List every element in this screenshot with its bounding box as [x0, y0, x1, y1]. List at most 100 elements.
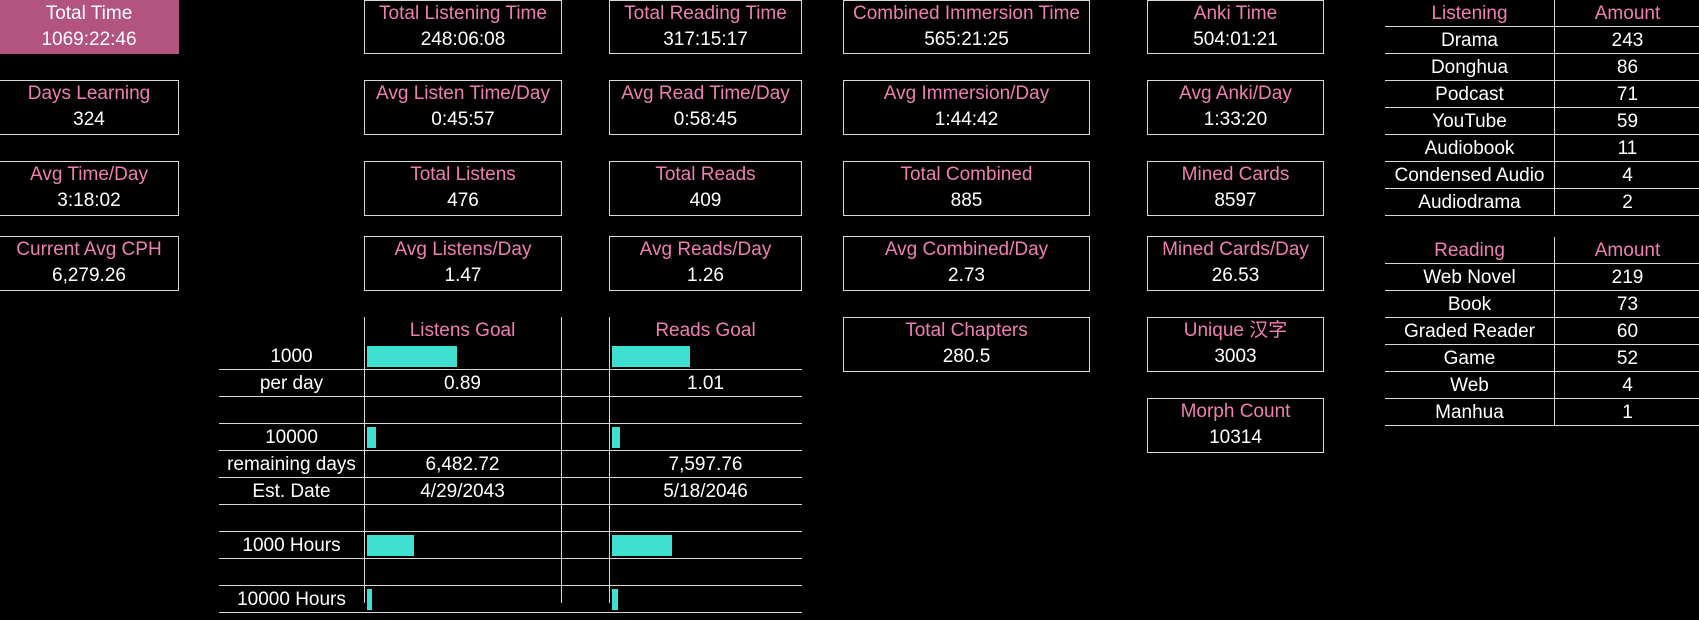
- stat-label: Morph Count: [1180, 401, 1291, 422]
- stat-label: Avg Immersion/Day: [883, 83, 1050, 104]
- table-row: Game 52: [1385, 345, 1699, 372]
- combined-immersion-time-card: Combined Immersion Time 565:21:25: [843, 0, 1090, 54]
- amount-cell: 73: [1616, 294, 1639, 315]
- stat-value: 1.47: [444, 265, 482, 286]
- table-row: Drama 243: [1385, 27, 1699, 54]
- stat-value: 324: [73, 109, 105, 130]
- column-header: Reading: [1385, 237, 1555, 264]
- avg-anki-day-card: Avg Anki/Day 1:33:20: [1147, 80, 1324, 135]
- reads-goal-value: 1.01: [687, 373, 724, 394]
- goal-row: [219, 506, 802, 532]
- avg-reads-day-card: Avg Reads/Day 1.26: [609, 236, 802, 291]
- stat-value: 280.5: [942, 346, 991, 367]
- listens-goal-value: 0.89: [444, 373, 481, 394]
- stat-label: Total Reads: [655, 164, 756, 185]
- amount-cell: 4: [1622, 165, 1633, 186]
- stat-value: 409: [689, 190, 722, 211]
- goal-row-label: per day: [259, 373, 324, 394]
- stat-label: Total Chapters: [905, 320, 1028, 341]
- avg-immersion-day-card: Avg Immersion/Day 1:44:42: [843, 80, 1090, 135]
- goals-divider: [561, 317, 562, 603]
- goal-row-label: Est. Date: [252, 481, 331, 502]
- stat-value: 2.73: [948, 265, 985, 286]
- table-row: YouTube 59: [1385, 108, 1699, 135]
- stat-value: 885: [950, 190, 983, 211]
- amount-cell: 52: [1616, 348, 1639, 369]
- goal-row-label: 10000 Hours: [237, 589, 346, 610]
- current-avg-cph-card: Current Avg CPH 6,279.26: [0, 236, 179, 291]
- goal-row: 1000: [219, 344, 802, 370]
- anki-time-card: Anki Time 504:01:21: [1147, 0, 1324, 54]
- goal-row: 10000 Hours: [219, 587, 802, 613]
- table-row: Graded Reader 60: [1385, 318, 1699, 345]
- stat-label: Anki Time: [1193, 3, 1278, 24]
- reads-progress-bar: [612, 346, 690, 367]
- table-row: Book 73: [1385, 291, 1699, 318]
- goal-row-label: 1000 Hours: [242, 535, 341, 556]
- amount-cell: 243: [1611, 30, 1644, 51]
- stat-value: 1:44:42: [934, 109, 999, 130]
- stat-label: Total Combined: [900, 164, 1033, 185]
- stat-value: 317:15:17: [663, 29, 748, 50]
- total-combined-card: Total Combined 885: [843, 161, 1090, 216]
- category-cell: Donghua: [1385, 54, 1555, 81]
- category-cell: Podcast: [1385, 81, 1555, 108]
- table-row: Web Novel 219: [1385, 264, 1699, 291]
- reads-progress-bar: [612, 535, 672, 556]
- category-cell: Web: [1385, 372, 1555, 399]
- table-row: Donghua 86: [1385, 54, 1699, 81]
- goal-row: remaining days 6,482.72 7,597.76: [219, 452, 802, 478]
- stat-value: 504:01:21: [1193, 29, 1278, 50]
- stat-value: 1069:22:46: [41, 29, 137, 50]
- stat-label: Mined Cards/Day: [1162, 239, 1309, 260]
- mined-cards-card: Mined Cards 8597: [1147, 161, 1324, 216]
- avg-listen-time-day-card: Avg Listen Time/Day 0:45:57: [364, 80, 562, 135]
- listens-goal-value: 4/29/2043: [420, 481, 505, 502]
- stat-label: Total Listens: [410, 164, 516, 185]
- amount-cell: 59: [1616, 111, 1639, 132]
- goals-divider: [364, 317, 365, 603]
- stat-label: Unique 汉字: [1183, 320, 1288, 341]
- stat-label: Total Reading Time: [624, 3, 787, 24]
- reads-goal-header: Reads Goal: [655, 320, 756, 341]
- goal-row-label: 1000: [270, 346, 313, 367]
- amount-cell: 60: [1616, 321, 1639, 342]
- stat-value: 476: [447, 190, 479, 211]
- stat-label: Total Time: [45, 3, 133, 24]
- stat-value: 6,279.26: [52, 265, 126, 286]
- goal-row-label: [219, 398, 364, 424]
- stat-value: 565:21:25: [924, 29, 1009, 50]
- category-cell: Audiodrama: [1385, 189, 1555, 216]
- amount-cell: 4: [1622, 375, 1633, 396]
- stat-value: 26.53: [1211, 265, 1260, 286]
- avg-listens-day-card: Avg Listens/Day 1.47: [364, 236, 562, 291]
- table-row: Condensed Audio 4: [1385, 162, 1699, 189]
- stat-label: Total Listening Time: [379, 3, 547, 24]
- category-cell: Book: [1385, 291, 1555, 318]
- total-chapters-card: Total Chapters 280.5: [843, 317, 1090, 372]
- stat-label: Avg Combined/Day: [884, 239, 1049, 260]
- total-listening-time-card: Total Listening Time 248:06:08: [364, 0, 562, 54]
- listens-progress-bar: [367, 346, 457, 367]
- column-header: Listening: [1385, 0, 1555, 27]
- stat-label: Mined Cards: [1181, 164, 1290, 185]
- table-row: Podcast 71: [1385, 81, 1699, 108]
- listens-progress-bar: [367, 589, 372, 610]
- stat-label: Avg Anki/Day: [1179, 83, 1292, 104]
- stat-label: Avg Listens/Day: [394, 239, 532, 260]
- stat-value: 3:18:02: [57, 190, 121, 211]
- category-cell: Manhua: [1385, 399, 1555, 426]
- reads-progress-bar: [612, 589, 618, 610]
- reads-goal-value: 5/18/2046: [663, 481, 748, 502]
- category-cell: Drama: [1385, 27, 1555, 54]
- goal-row: 10000: [219, 425, 802, 451]
- stat-label: Current Avg CPH: [16, 239, 162, 260]
- morph-count-card: Morph Count 10314: [1147, 398, 1324, 453]
- listens-progress-bar: [367, 535, 414, 556]
- stat-value: 1.26: [687, 265, 724, 286]
- goals-divider: [609, 317, 610, 603]
- goal-row: [219, 560, 802, 586]
- stat-label: Combined Immersion Time: [852, 3, 1081, 24]
- stat-label: Avg Listen Time/Day: [376, 83, 550, 104]
- stat-value: 3003: [1214, 346, 1257, 367]
